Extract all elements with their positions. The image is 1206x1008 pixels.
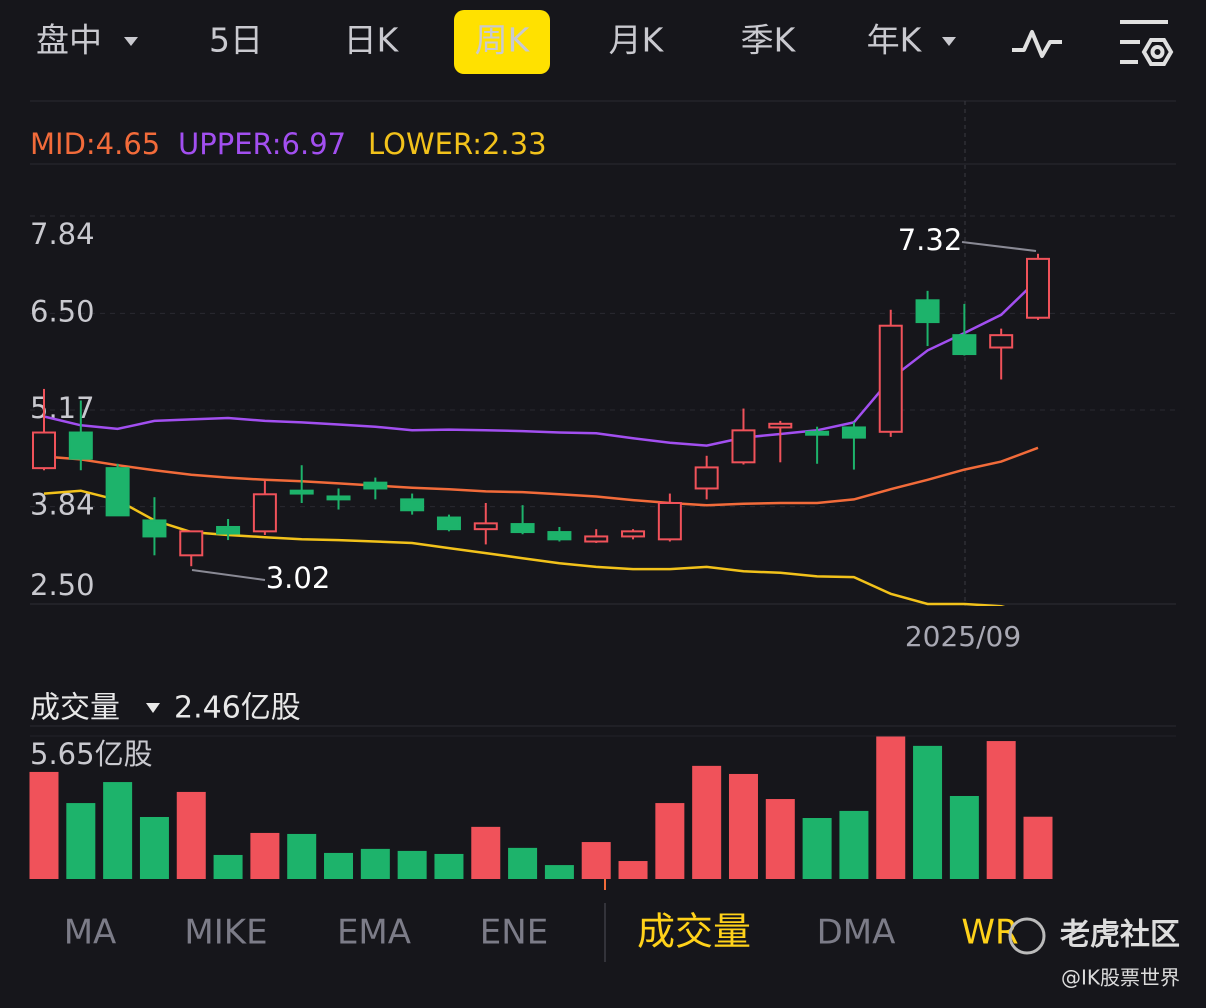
top-tab[interactable]: 年K: [867, 21, 923, 60]
dropdown-arrow[interactable]: [942, 37, 956, 46]
volume-title[interactable]: 成交量: [30, 691, 120, 726]
candle-body: [657, 502, 682, 541]
top-tab[interactable]: 盘中: [36, 21, 102, 60]
candle-body: [400, 498, 425, 512]
candle-body: [584, 535, 609, 543]
volume-bar: [287, 833, 317, 879]
volume-bar: [913, 745, 943, 879]
band-line: [43, 446, 1039, 507]
candle-body: [731, 429, 756, 464]
volume-bar: [176, 791, 206, 879]
candle-body: [621, 530, 646, 538]
volume-bar: [544, 865, 574, 879]
volume-bar: [471, 826, 501, 879]
y-tick-label: 5.65亿股: [30, 737, 153, 771]
indicator-tab[interactable]: MIKE: [184, 913, 267, 953]
y-tick-label: 5.17: [30, 391, 95, 425]
high-label: 7.32: [898, 223, 963, 257]
volume-bar: [250, 832, 280, 879]
y-tick-label: 7.84: [30, 217, 95, 251]
candle-body: [436, 516, 461, 531]
volume-bar: [1023, 816, 1053, 879]
indicator-tab[interactable]: MA: [64, 913, 117, 953]
volume-bar: [360, 848, 390, 879]
candle-body: [989, 334, 1014, 349]
candle-body: [142, 519, 167, 538]
volume-bar: [692, 765, 722, 879]
indicator-label: LOWER:2.33: [368, 127, 547, 161]
active-tab-bg: [454, 10, 550, 74]
indicator-tab[interactable]: DMA: [817, 913, 896, 953]
indicator-label: MID:4.65: [30, 127, 160, 161]
volume-bar: [802, 818, 832, 879]
volume-bar: [29, 771, 59, 879]
candle-body: [510, 523, 535, 534]
top-tab[interactable]: 月K: [609, 21, 665, 60]
indicator-tab[interactable]: EMA: [337, 913, 411, 953]
candle-body: [547, 531, 572, 541]
candle-body: [179, 530, 204, 557]
settings-icon[interactable]: [1120, 20, 1174, 66]
candle-body: [32, 431, 56, 470]
volume-bar: [434, 853, 464, 879]
volume-bar: [618, 861, 648, 879]
candle-body: [805, 430, 830, 436]
watermark: 老虎社区: [1060, 918, 1180, 953]
candle-body: [1026, 257, 1050, 319]
annotation-line: [961, 241, 1037, 252]
band-line: [43, 278, 1039, 447]
credit: @IK股票世界: [1061, 966, 1180, 990]
volume-bar: [986, 741, 1016, 879]
volume-bar: [66, 803, 96, 879]
annotation-line: [191, 569, 266, 581]
volume-bar: [508, 847, 538, 879]
candle-body: [694, 466, 719, 490]
candle-body: [915, 299, 940, 324]
volume-bar: [324, 852, 354, 879]
dropdown-arrow[interactable]: [146, 703, 160, 713]
candle-body: [878, 324, 903, 433]
top-tab[interactable]: 周K: [475, 21, 531, 60]
candle-body: [252, 493, 277, 533]
volume-current: 2.46亿股: [174, 691, 301, 726]
volume-bar: [949, 795, 979, 879]
indicator-tab[interactable]: ENE: [480, 913, 548, 953]
candle-body: [473, 522, 498, 531]
volume-bar: [655, 803, 685, 879]
candle-body: [952, 334, 977, 356]
volume-bar: [397, 850, 427, 879]
candle-body: [363, 481, 388, 490]
candle-body: [841, 426, 866, 439]
volume-bar: [139, 816, 169, 879]
candle-body: [216, 525, 241, 535]
volume-bar: [876, 736, 906, 879]
low-label: 3.02: [266, 561, 331, 595]
indicator-icon[interactable]: [1012, 30, 1062, 58]
indicator-label: UPPER:6.97: [178, 127, 346, 161]
y-tick-label: 2.50: [30, 568, 95, 602]
volume-bar: [728, 773, 758, 879]
candle-body: [768, 422, 793, 429]
candle-body: [289, 489, 314, 495]
indicator-tab[interactable]: 成交量: [637, 910, 751, 954]
y-tick-label: 6.50: [30, 294, 95, 328]
candle-body: [68, 431, 93, 460]
dropdown-arrow[interactable]: [124, 37, 138, 46]
top-tab[interactable]: 5日: [209, 21, 263, 60]
candle-body: [326, 495, 351, 501]
top-tab[interactable]: 日K: [344, 21, 400, 60]
volume-bar: [765, 799, 795, 879]
volume-bar: [103, 782, 133, 879]
volume-bar: [213, 854, 243, 879]
band-line: [43, 489, 1006, 606]
candle-body: [105, 467, 130, 517]
plot-area: [32, 253, 1050, 606]
volume-bar: [839, 810, 869, 879]
watermark-logo: [1008, 917, 1046, 955]
x-label: 2025/09: [905, 620, 1021, 653]
volume-bar: [581, 842, 611, 879]
top-tab[interactable]: 季K: [741, 21, 797, 60]
